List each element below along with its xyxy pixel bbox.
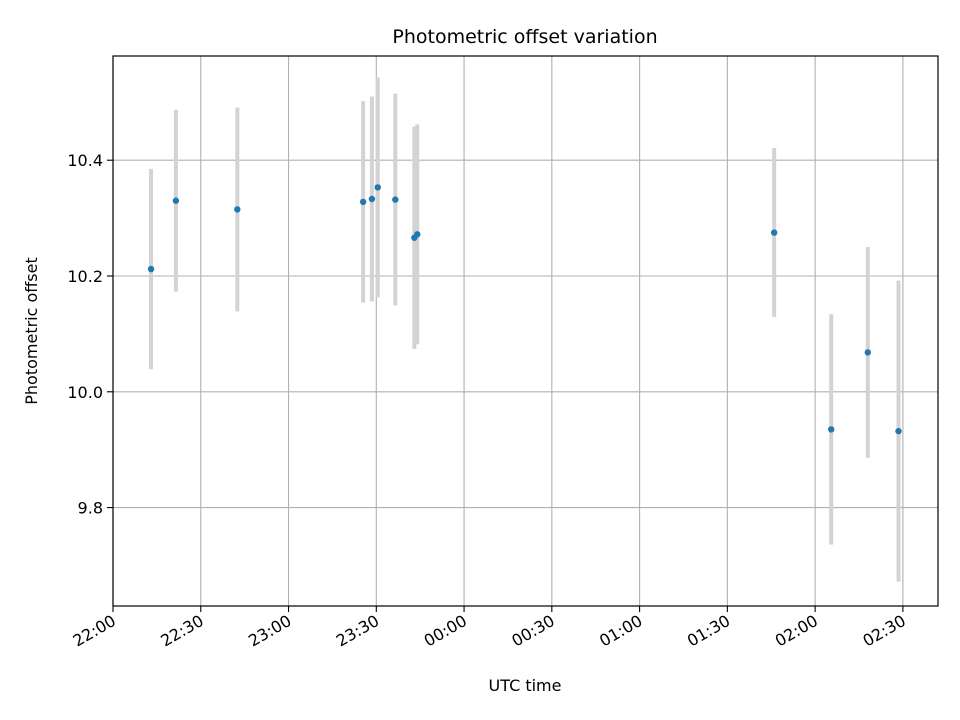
data-point [172,197,180,204]
plot-background [113,56,938,606]
plot-frame [112,55,939,607]
data-point [414,231,421,238]
x-tick-label: 02:30 [859,611,908,651]
data-point [359,198,367,206]
data-point [770,229,778,236]
data-points [147,184,902,435]
data-point [234,206,241,213]
data-point [895,427,902,435]
x-tick-label: 00:00 [421,611,470,651]
x-tick-label: 01:30 [684,611,733,651]
data-point [147,265,155,273]
data-point [374,184,381,191]
y-tick-label: 10.4 [67,151,103,170]
data-point [368,195,376,203]
x-tick-label: 01:00 [596,611,645,651]
chart-title: Photometric offset variation [392,26,657,48]
x-tick-label: 22:30 [157,611,206,651]
x-tick-label: 23:00 [245,611,294,651]
y-axis-ticks: 9.8 10.0 10.2 10.4 [67,151,113,518]
y-tick-label: 10.0 [67,383,103,402]
x-axis-ticks: 22:00 22:30 23:00 23:30 00:00 00:30 01:00 01:30… [70,606,909,651]
y-axis-label: Photometric offset [22,257,41,405]
x-tick-label: 23:30 [333,611,382,651]
y-tick-label: 9.8 [78,499,103,518]
y-tick-label: 10.2 [67,267,103,286]
x-axis-label: UTC time [489,676,562,695]
data-point [828,426,835,433]
x-tick-label: 22:00 [70,611,119,651]
data-point [392,196,399,203]
x-tick-label: 00:30 [508,611,557,651]
grid-lines [112,56,938,606]
data-point [864,349,871,356]
x-tick-label: 02:00 [772,611,821,651]
